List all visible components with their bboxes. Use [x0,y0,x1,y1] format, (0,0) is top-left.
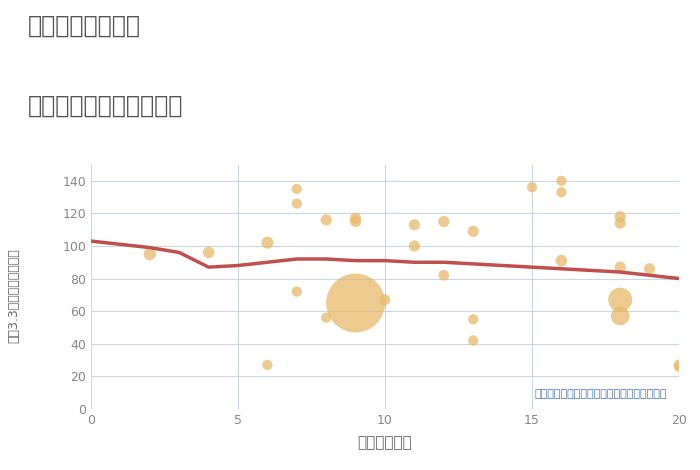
Point [291,200,302,207]
Point [291,288,302,295]
Text: 千葉県柏市大井の: 千葉県柏市大井の [28,14,141,38]
Point [615,213,626,220]
Point [203,249,214,256]
Point [409,221,420,228]
Text: 駅距離別中古戸建て価格: 駅距離別中古戸建て価格 [28,94,183,118]
Point [615,312,626,320]
Point [144,251,155,258]
Point [291,185,302,193]
Point [644,265,655,273]
Point [615,219,626,227]
Text: 坪（3.3㎡）単価（万円）: 坪（3.3㎡）単価（万円） [8,249,20,344]
Point [615,263,626,271]
Point [556,177,567,185]
Point [350,214,361,222]
Point [468,227,479,235]
Text: 円の大きさは、取引のあった物件面積を示す: 円の大きさは、取引のあった物件面積を示す [535,389,667,399]
Point [438,218,449,225]
Point [409,242,420,250]
Point [615,296,626,304]
Point [321,216,332,224]
Point [379,296,391,304]
Point [438,272,449,279]
X-axis label: 駅距離（分）: 駅距離（分） [358,435,412,450]
Point [262,239,273,246]
Point [468,337,479,344]
Point [526,184,538,191]
Point [468,315,479,323]
Point [321,314,332,321]
Point [350,299,361,307]
Point [673,363,685,370]
Point [556,257,567,265]
Point [350,218,361,225]
Point [262,361,273,368]
Point [673,361,685,368]
Point [556,188,567,196]
